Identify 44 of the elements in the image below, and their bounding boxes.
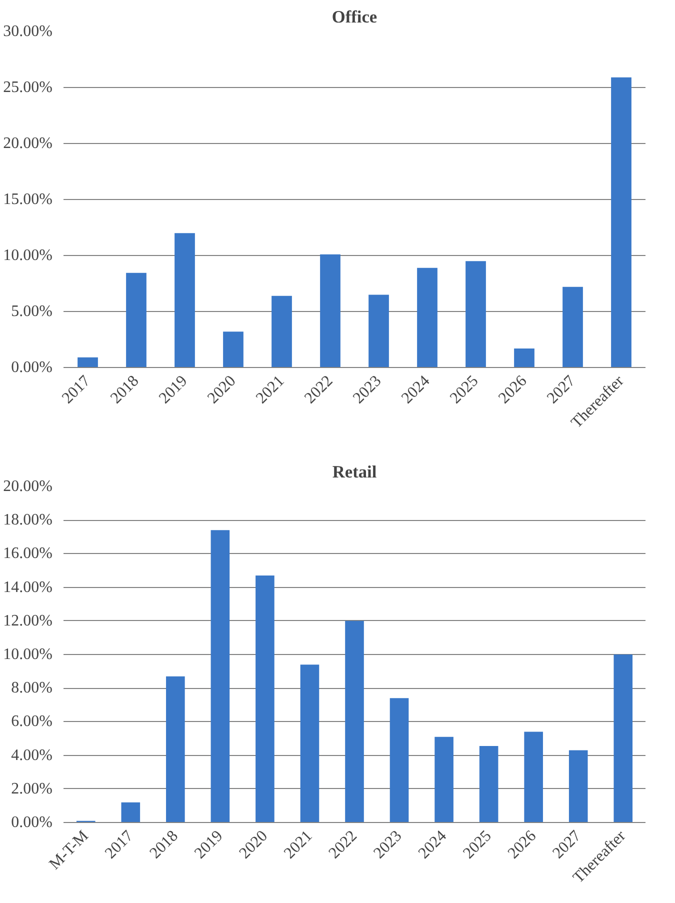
y-tick-label: 6.00% xyxy=(11,713,52,730)
bar xyxy=(611,77,632,368)
bar xyxy=(121,802,140,822)
bar xyxy=(466,261,486,368)
bar xyxy=(614,654,633,822)
bar xyxy=(210,530,230,822)
y-tick-label: 14.00% xyxy=(3,578,52,596)
y-tick-label: 16.00% xyxy=(3,545,52,562)
y-tick-label: 20.00% xyxy=(3,135,52,152)
y-tick-label: 0.00% xyxy=(11,359,52,376)
y-tick-label: 4.00% xyxy=(11,746,52,764)
bar xyxy=(368,294,389,368)
y-tick-label: 2.00% xyxy=(11,780,52,798)
bar xyxy=(345,620,364,822)
y-tick-label: 5.00% xyxy=(11,303,52,320)
bar xyxy=(166,676,185,822)
bar xyxy=(300,664,320,822)
bar xyxy=(390,698,409,822)
bar xyxy=(126,272,146,368)
y-tick-label: 18.00% xyxy=(3,512,52,529)
bar xyxy=(256,576,274,822)
y-tick-label: 30.00% xyxy=(3,23,52,40)
bar xyxy=(514,348,534,368)
bar xyxy=(562,286,583,368)
chart-title: Retail xyxy=(332,462,377,482)
bar xyxy=(524,732,543,822)
y-tick-label: 10.00% xyxy=(3,646,52,663)
y-tick-label: 10.00% xyxy=(3,247,52,264)
y-tick-label: 25.00% xyxy=(3,79,52,96)
bar xyxy=(320,254,340,368)
y-tick-label: 15.00% xyxy=(3,191,52,208)
chart-title: Office xyxy=(332,8,378,26)
bar xyxy=(434,736,454,822)
bar xyxy=(78,357,98,368)
y-tick-label: 20.00% xyxy=(3,478,52,495)
y-tick-label: 12.00% xyxy=(3,612,52,630)
y-tick-label: 8.00% xyxy=(11,680,52,697)
bar xyxy=(223,332,244,368)
bar xyxy=(272,296,292,368)
bar xyxy=(417,268,438,368)
y-tick-label: 0.00% xyxy=(11,814,52,831)
bar xyxy=(568,750,588,822)
bar xyxy=(479,746,498,822)
bar xyxy=(174,233,195,368)
